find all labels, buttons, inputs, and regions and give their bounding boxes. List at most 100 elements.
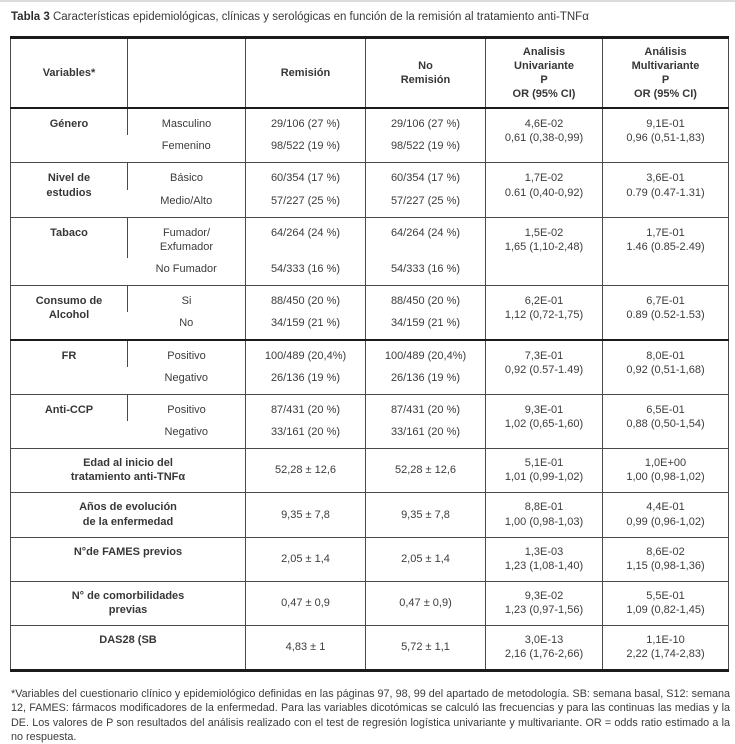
header-multivariante: Análisis Multivariante P OR (95% CI) [602,37,729,110]
remision-value: 57/227 (25 %) [245,189,366,218]
p-univariante-value: 6,2E-01 1,12 (0,72-1,75) [485,284,603,341]
category-label: Positivo [127,339,246,368]
variable-name: Edad al inicio del tratamiento anti-TNFα [10,448,246,493]
remision-value: 0,47 ± 0,9 [245,580,366,626]
p-univariante-value: 7,3E-01 0,92 (0.57-1.49) [485,339,603,395]
header-remision: Remisión [245,37,366,110]
p-multivariante-value: 6,7E-01 0.89 (0.52-1.53) [602,284,729,341]
no-remision-value: 98/522 (19 %) [365,135,486,163]
p-univariante-value: 9,3E-02 1,23 (0,97-1,56) [485,580,603,626]
remision-value: 100/489 (20,4%) [245,339,366,368]
table-row: Medio/Alto 57/227 (25 %) 57/227 (25 %) [11,189,729,218]
page-top-rule [0,0,735,2]
p-multivariante-value: 1,0E+00 1,00 (0,98-1,02) [602,448,729,493]
no-remision-value: 9,35 ± 7,8 [365,492,486,538]
no-remision-value: 26/136 (19 %) [365,367,486,395]
p-multivariante-value: 1,7E-01 1.46 (0.85-2.49) [602,216,729,286]
table-row: Negativo 26/136 (19 %) 26/136 (19 %) [11,367,729,395]
variable-name: N°de FAMES previos [10,536,246,582]
no-remision-value: 57/227 (25 %) [365,189,486,218]
remision-value: 52,28 ± 12,6 [245,448,366,493]
table-row: Tabaco Fumador/ Exfumador 64/264 (24 %) … [10,216,729,286]
p-univariante-value: 9,3E-01 1,02 (0,65-1,60) [485,394,603,449]
variable-name: DAS28 (SB [10,624,246,671]
table-row: Género Masculino 29/106 (27 %) 29/106 (2… [10,107,729,163]
remision-value: 26/136 (19 %) [245,367,366,395]
category-label: Fumador/ Exfumador [127,216,246,258]
table-row: N° de comorbilidades previas 0,47 ± 0,9 … [10,580,729,626]
category-label: Si [127,284,246,312]
table-row: N°de FAMES previos 2,05 ± 1,4 2,05 ± 1,4… [10,536,729,582]
table-footnote: *Variables del cuestionario clínico y ep… [11,688,730,743]
category-label: No [179,316,194,329]
table-caption-text: Características epidemiológicas, clínica… [49,11,589,23]
table-header: Variables* Remisión No Remisión Analisis… [10,37,729,110]
p-multivariante-value: 9,1E-01 0,96 (0,51-1,83) [602,107,729,163]
p-univariante-value: 3,0E-13 2,16 (1,76-2,66) [485,624,603,671]
no-remision-value: 88/450 (20 %) [365,284,486,312]
header-blank [127,37,246,110]
variable-name: FR [10,339,128,395]
header-no-remision: No Remisión [365,37,486,110]
no-remision-value: 0,47 ± 0,9) [365,580,486,626]
variable-name: Años de evolución de la enfermedad [10,492,246,538]
data-table: Variables* Remisión No Remisión Analisis… [10,36,729,673]
p-multivariante-value: 6,5E-01 0,88 (0,50-1,54) [602,394,729,449]
category-label: Básico [127,162,246,190]
table-row: DAS28 (SB 4,83 ± 1 5,72 ± 1,1 3,0E-13 2,… [10,624,729,671]
table-caption: Tabla 3 Características epidemiológicas,… [11,11,727,23]
no-remision-value: 54/333 (16 %) [365,257,486,286]
p-multivariante-value: 3,6E-01 0.79 (0.47-1.31) [602,162,729,218]
p-multivariante-value: 5,5E-01 1,09 (0,82-1,45) [602,580,729,626]
category-label: No Fumador [155,262,217,275]
category-label: Femenino [161,140,211,153]
p-multivariante-value: 8,6E-02 1,15 (0,98-1,36) [602,536,729,582]
no-remision-value: 2,05 ± 1,4 [365,536,486,582]
remision-value: 88/450 (20 %) [245,284,366,312]
remision-value: 9,35 ± 7,8 [245,492,366,538]
table-row: Consumo de Alcohol Si 88/450 (20 %) 88/4… [10,284,729,341]
table-row: Femenino 98/522 (19 %) 98/522 (19 %) [11,135,729,163]
header-univariante: Analisis Univariante P OR (95% CI) [485,37,603,110]
variable-name: Tabaco [10,216,128,286]
no-remision-value: 60/354 (17 %) [365,162,486,190]
no-remision-value: 87/431 (20 %) [365,394,486,422]
remision-value: 34/159 (21 %) [245,311,366,341]
remision-value: 29/106 (27 %) [245,107,366,136]
table-row: Edad al inicio del tratamiento anti-TNFα… [10,448,729,493]
no-remision-value: 64/264 (24 %) [365,216,486,258]
remision-value: 60/354 (17 %) [245,162,366,190]
category-label: Negativo [164,426,208,439]
p-univariante-value: 1,5E-02 1,65 (1,10-2,48) [485,216,603,286]
category-label: Masculino [127,107,246,136]
p-univariante-value: 5,1E-01 1,01 (0,99-1,02) [485,448,603,493]
table-caption-label: Tabla 3 [11,11,50,23]
header-row: Variables* Remisión No Remisión Analisis… [10,37,729,110]
header-variables: Variables* [10,37,128,110]
remision-value: 4,83 ± 1 [245,624,366,671]
p-univariante-value: 4,6E-02 0,61 (0,38-0,99) [485,107,603,163]
variable-name: Nivel de estudios [10,162,128,218]
table-body: Género Masculino 29/106 (27 %) 29/106 (2… [10,107,729,671]
category-label: Positivo [127,394,246,422]
table-row: Anti-CCP Positivo 87/431 (20 %) 87/431 (… [10,394,729,449]
variable-name: N° de comorbilidades previas [10,580,246,626]
variable-name: Anti-CCP [10,394,128,449]
remision-value: 98/522 (19 %) [245,135,366,163]
p-univariante-value: 1,3E-03 1,23 (1,08-1,40) [485,536,603,582]
variable-name: Consumo de Alcohol [10,284,128,341]
table-row: Nivel de estudios Básico 60/354 (17 %) 6… [10,162,729,218]
no-remision-value: 33/161 (20 %) [365,421,486,449]
table-row: No 34/159 (21 %) 34/159 (21 %) [11,311,729,341]
table-row: FR Positivo 100/489 (20,4%) 100/489 (20,… [10,339,729,395]
table-row: No Fumador 54/333 (16 %) 54/333 (16 %) [11,257,729,286]
no-remision-value: 29/106 (27 %) [365,107,486,136]
no-remision-value: 100/489 (20,4%) [365,339,486,368]
remision-value: 54/333 (16 %) [245,257,366,286]
variable-name: Género [10,107,128,163]
p-univariante-value: 1,7E-02 0.61 (0,40-0,92) [485,162,603,218]
table-row: Años de evolución de la enfermedad 9,35 … [10,492,729,538]
category-label: Medio/Alto [160,194,213,207]
table-row: Negativo 33/161 (20 %) 33/161 (20 %) [11,421,729,449]
